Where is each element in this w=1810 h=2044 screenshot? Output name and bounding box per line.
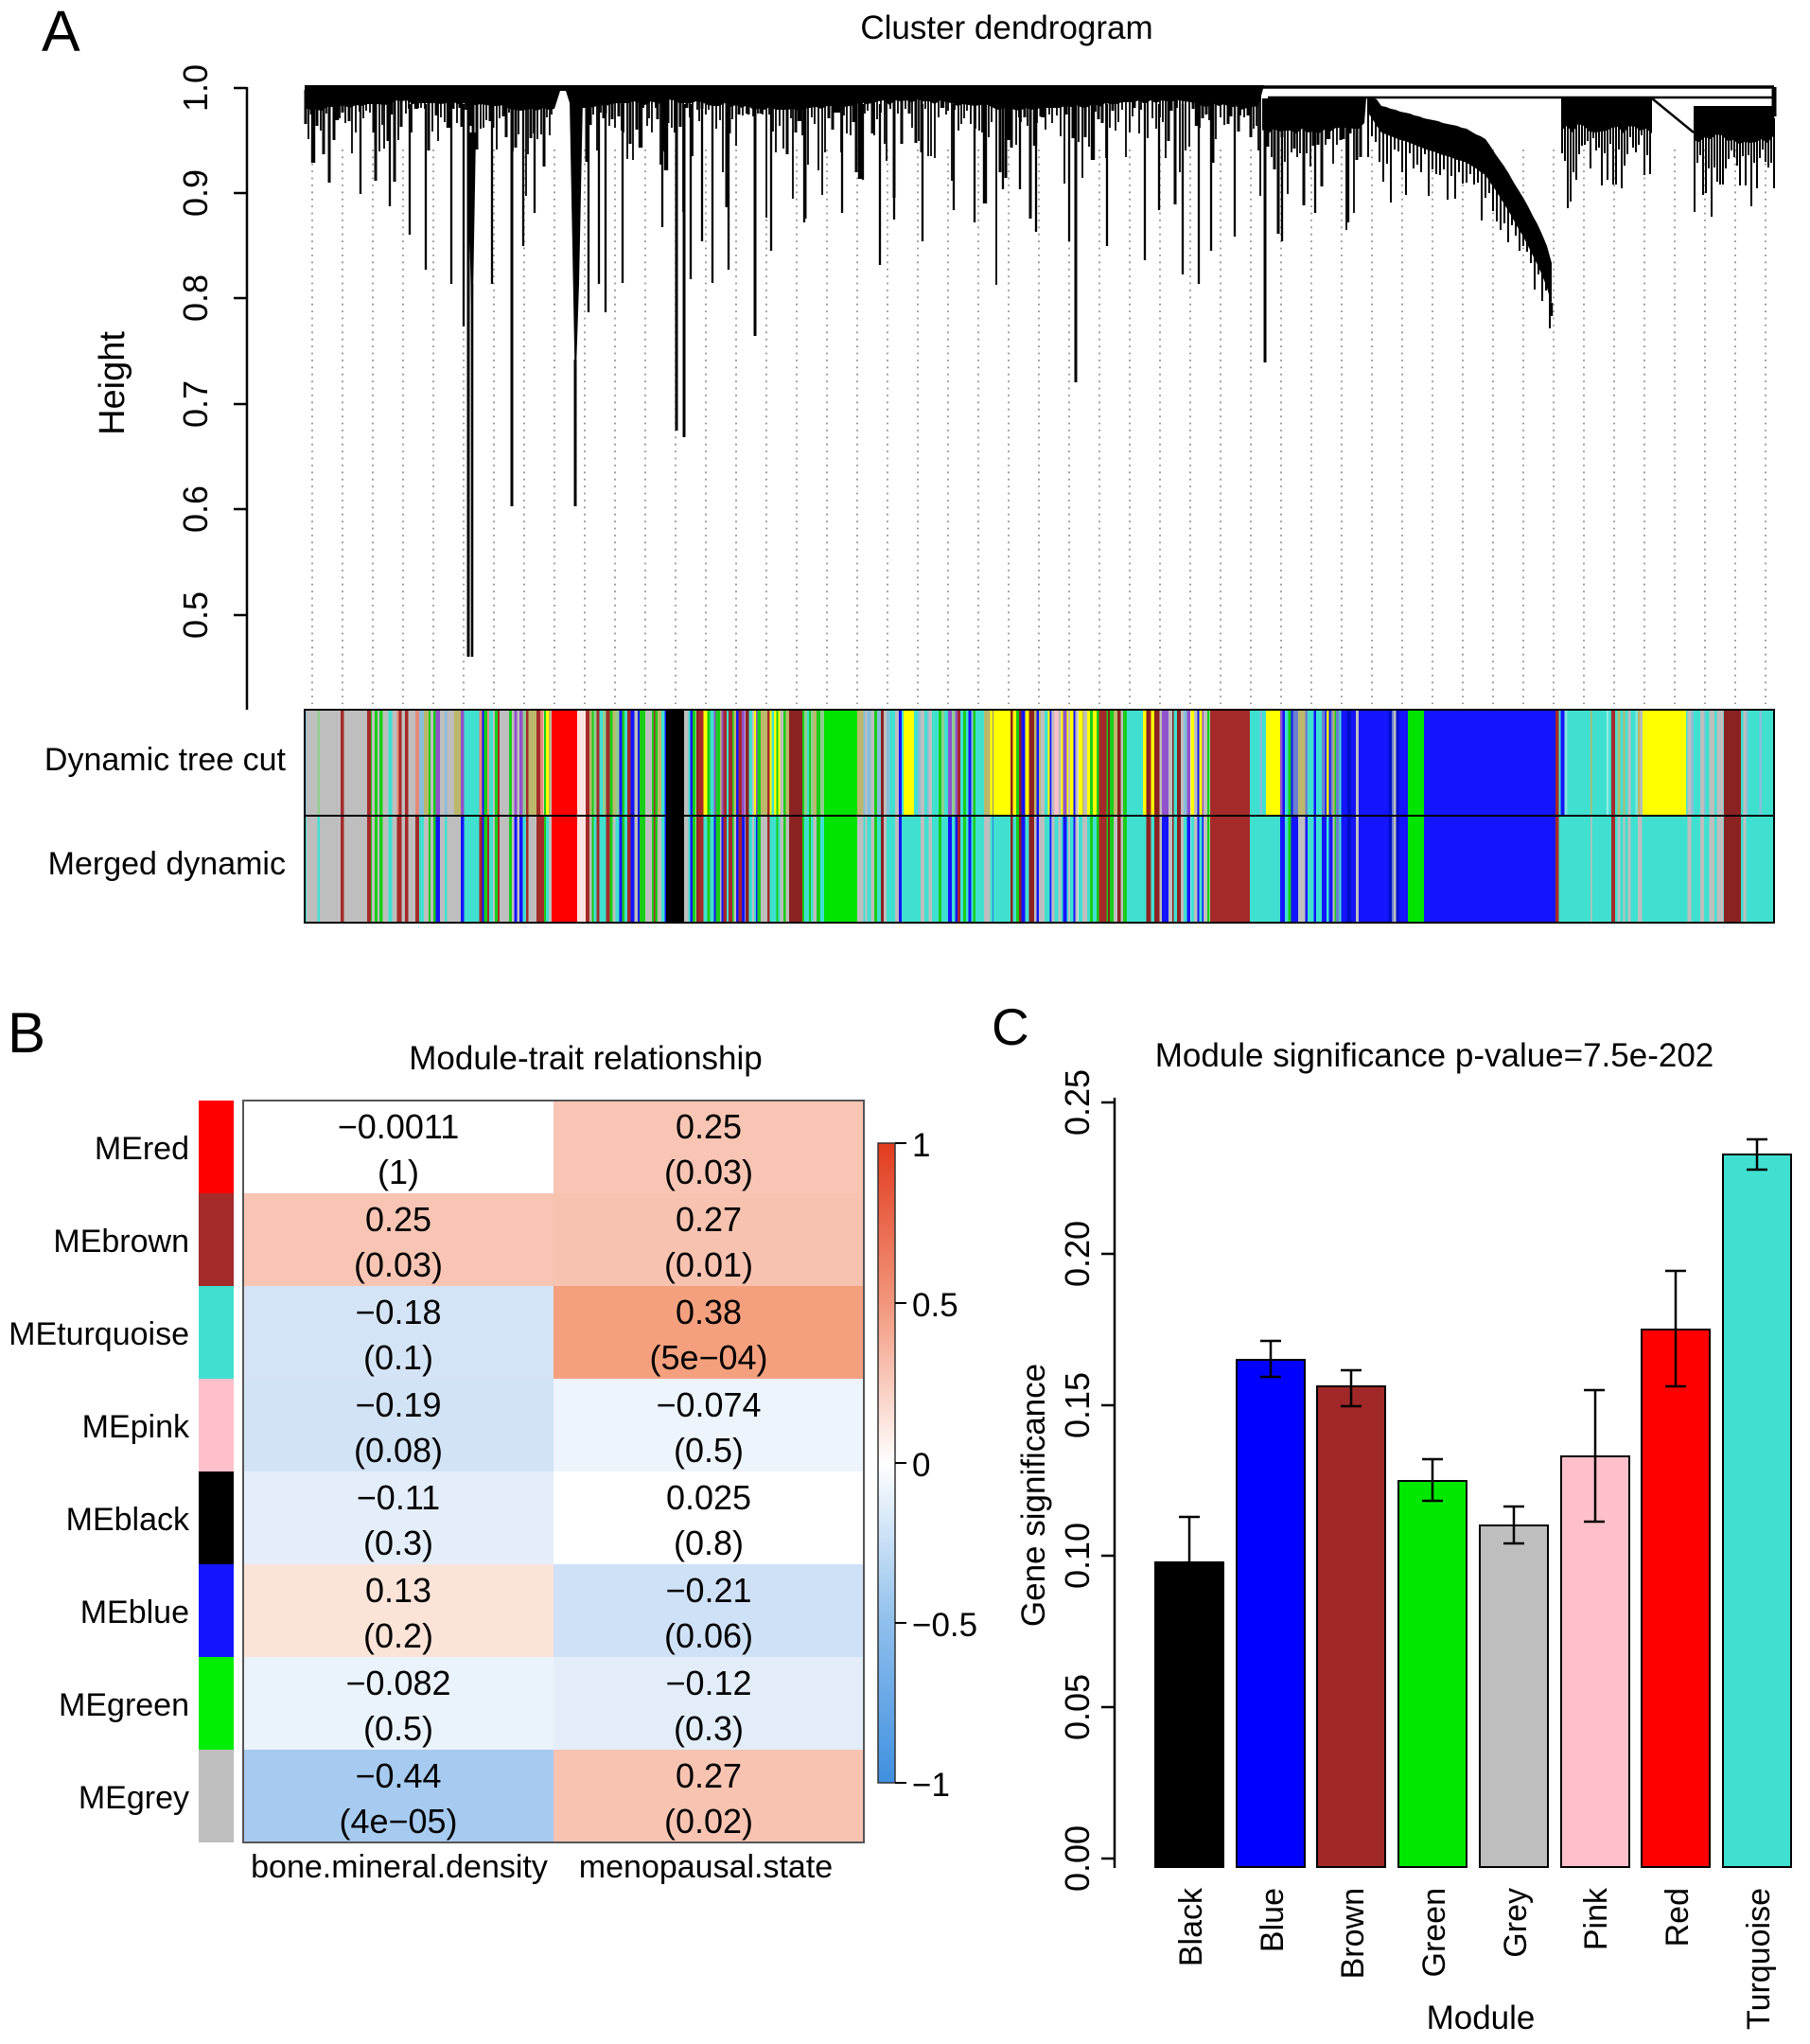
svg-text:(0.02): (0.02) xyxy=(664,1802,753,1841)
svg-text:Grey: Grey xyxy=(1498,1888,1534,1958)
svg-text:C: C xyxy=(992,997,1029,1056)
svg-text:0.8: 0.8 xyxy=(176,274,215,322)
svg-text:Blue: Blue xyxy=(1255,1888,1291,1952)
svg-text:−1: −1 xyxy=(912,1767,950,1804)
svg-text:0.5: 0.5 xyxy=(912,1287,958,1324)
svg-text:Dynamic tree cut: Dynamic tree cut xyxy=(44,742,287,778)
svg-text:(0.03): (0.03) xyxy=(664,1153,753,1191)
svg-text:0.15: 0.15 xyxy=(1058,1372,1097,1438)
svg-text:−0.19: −0.19 xyxy=(355,1385,441,1424)
svg-text:(0.01): (0.01) xyxy=(664,1245,753,1284)
svg-text:0.10: 0.10 xyxy=(1058,1523,1097,1589)
svg-text:(0.03): (0.03) xyxy=(354,1245,443,1284)
svg-text:Brown: Brown xyxy=(1335,1888,1371,1979)
svg-text:Black: Black xyxy=(1173,1887,1209,1966)
svg-text:0.13: 0.13 xyxy=(365,1571,431,1610)
svg-text:−0.18: −0.18 xyxy=(355,1293,441,1331)
svg-text:0.05: 0.05 xyxy=(1058,1674,1097,1740)
svg-text:(0.08): (0.08) xyxy=(354,1431,443,1470)
svg-text:0.9: 0.9 xyxy=(176,169,215,217)
svg-text:Turquoise: Turquoise xyxy=(1741,1888,1777,2030)
svg-text:Green: Green xyxy=(1416,1888,1452,1978)
svg-text:MEbrown: MEbrown xyxy=(53,1224,189,1260)
svg-text:0.00: 0.00 xyxy=(1058,1825,1097,1892)
svg-text:MEblue: MEblue xyxy=(80,1595,189,1630)
svg-text:(0.1): (0.1) xyxy=(363,1338,433,1377)
svg-text:Module significance p-value=7.: Module significance p-value=7.5e-202 xyxy=(1155,1037,1714,1074)
svg-text:−0.21: −0.21 xyxy=(665,1571,751,1610)
svg-text:MEpink: MEpink xyxy=(82,1409,190,1445)
svg-text:0.27: 0.27 xyxy=(676,1756,742,1795)
svg-text:MEgreen: MEgreen xyxy=(59,1687,189,1723)
svg-text:Module: Module xyxy=(1427,2000,1536,2036)
svg-text:0: 0 xyxy=(912,1447,930,1484)
svg-text:B: B xyxy=(8,1001,45,1065)
svg-text:MEgrey: MEgrey xyxy=(79,1780,189,1816)
svg-text:Gene significance: Gene significance xyxy=(1015,1364,1052,1627)
svg-text:(0.2): (0.2) xyxy=(363,1616,433,1655)
svg-text:−0.074: −0.074 xyxy=(656,1385,761,1424)
svg-text:−0.44: −0.44 xyxy=(355,1756,441,1795)
svg-text:(0.06): (0.06) xyxy=(664,1616,753,1655)
svg-text:0.5: 0.5 xyxy=(176,591,215,639)
svg-text:Module-trait relationship: Module-trait relationship xyxy=(409,1040,763,1077)
svg-text:−0.082: −0.082 xyxy=(345,1664,450,1702)
svg-text:Height: Height xyxy=(93,331,132,435)
svg-text:bone.mineral.density: bone.mineral.density xyxy=(251,1849,548,1885)
svg-text:−0.12: −0.12 xyxy=(665,1664,751,1702)
svg-text:A: A xyxy=(42,0,80,63)
svg-text:0.25: 0.25 xyxy=(1058,1069,1097,1136)
svg-text:1: 1 xyxy=(912,1127,930,1164)
svg-text:0.25: 0.25 xyxy=(676,1107,742,1146)
svg-text:(1): (1) xyxy=(378,1153,419,1191)
svg-text:0.7: 0.7 xyxy=(176,380,215,428)
svg-text:(0.5): (0.5) xyxy=(674,1431,744,1470)
svg-text:MEred: MEred xyxy=(95,1131,189,1167)
svg-text:0.25: 0.25 xyxy=(365,1200,431,1239)
svg-text:0.38: 0.38 xyxy=(676,1293,742,1331)
svg-text:MEturquoise: MEturquoise xyxy=(9,1316,189,1352)
svg-text:−0.0011: −0.0011 xyxy=(338,1107,459,1146)
svg-text:MEblack: MEblack xyxy=(66,1502,190,1538)
svg-text:Cluster dendrogram: Cluster dendrogram xyxy=(860,9,1152,46)
svg-text:menopausal.state: menopausal.state xyxy=(579,1849,833,1885)
svg-text:(0.8): (0.8) xyxy=(674,1524,744,1562)
svg-text:(0.3): (0.3) xyxy=(674,1709,744,1748)
svg-text:(5e−04): (5e−04) xyxy=(649,1338,767,1377)
svg-text:Merged dynamic: Merged dynamic xyxy=(48,846,286,882)
svg-text:0.27: 0.27 xyxy=(676,1200,742,1239)
svg-text:(0.5): (0.5) xyxy=(363,1709,433,1748)
svg-text:(4e−05): (4e−05) xyxy=(339,1802,457,1841)
svg-text:0.20: 0.20 xyxy=(1058,1221,1097,1287)
svg-text:Red: Red xyxy=(1660,1888,1696,1947)
svg-text:0.6: 0.6 xyxy=(176,485,215,533)
svg-text:1.0: 1.0 xyxy=(176,64,215,112)
svg-text:0.025: 0.025 xyxy=(666,1478,751,1517)
svg-text:−0.5: −0.5 xyxy=(912,1607,977,1644)
svg-text:(0.3): (0.3) xyxy=(363,1524,433,1562)
svg-text:Pink: Pink xyxy=(1578,1887,1614,1950)
svg-text:−0.11: −0.11 xyxy=(357,1478,440,1517)
